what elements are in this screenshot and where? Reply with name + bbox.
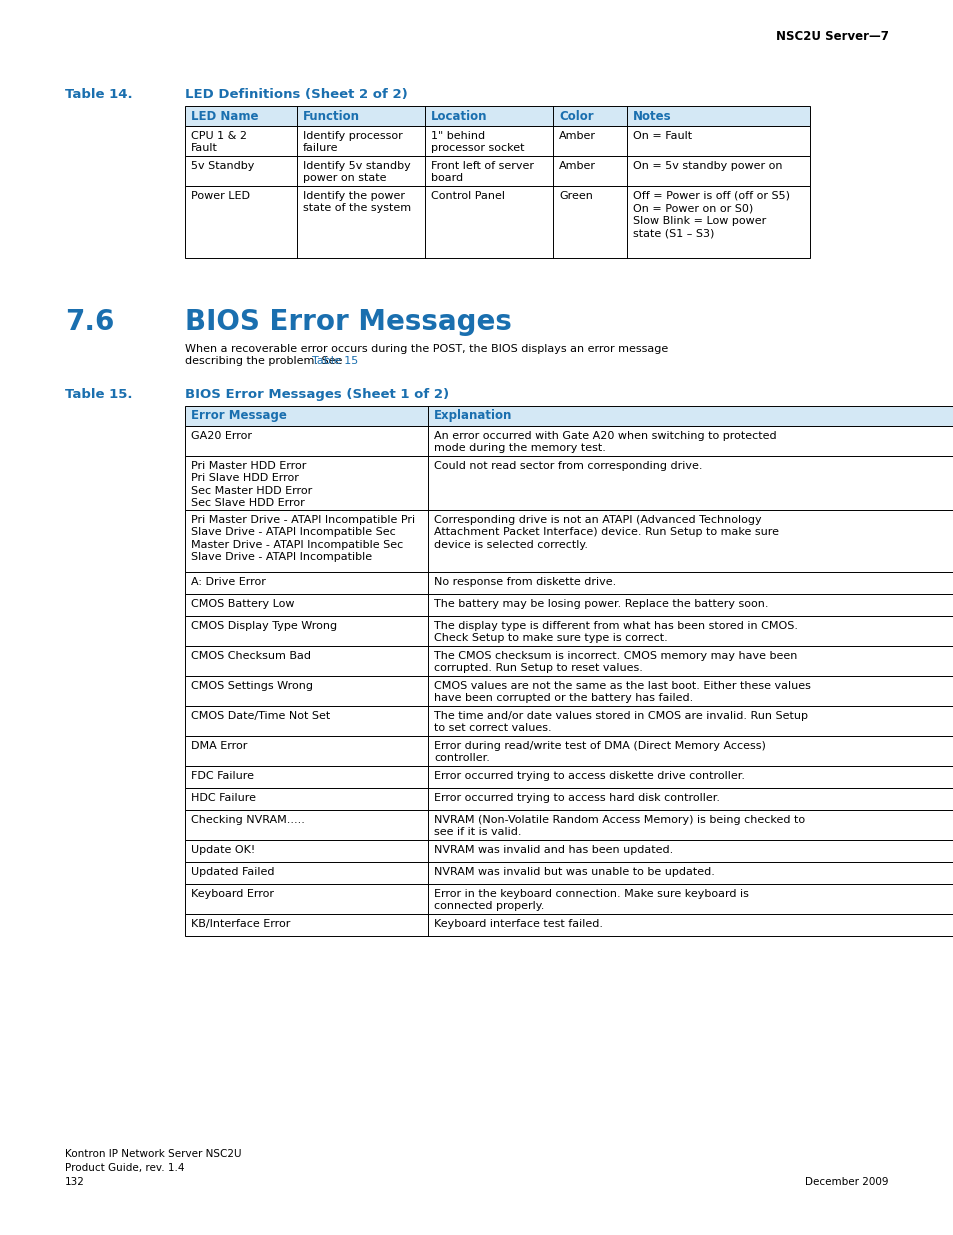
Text: KB/Interface Error: KB/Interface Error [191, 919, 290, 929]
Bar [185, 676, 953, 706]
Text: Error during read/write test of DMA (Direct Memory Access)
controller.: Error during read/write test of DMA (Dir… [434, 741, 765, 763]
Text: CMOS Display Type Wrong: CMOS Display Type Wrong [191, 621, 336, 631]
Text: Corresponding drive is not an ATAPI (Advanced Technology
Attachment Packet Inter: Corresponding drive is not an ATAPI (Adv… [434, 515, 779, 550]
Text: CMOS Settings Wrong: CMOS Settings Wrong [191, 680, 313, 692]
Bar [185, 810, 953, 840]
Text: Identify processor
failure: Identify processor failure [303, 131, 402, 153]
Bar [185, 646, 953, 676]
Text: Kontron IP Network Server NSC2U
Product Guide, rev. 1.4
132: Kontron IP Network Server NSC2U Product … [65, 1149, 241, 1187]
Bar [185, 426, 953, 456]
Text: Keyboard interface test failed.: Keyboard interface test failed. [434, 919, 602, 929]
Text: Identify 5v standby
power on state: Identify 5v standby power on state [303, 161, 411, 184]
Bar [185, 788, 953, 810]
Text: NVRAM (Non-Volatile Random Access Memory) is being checked to
see if it is valid: NVRAM (Non-Volatile Random Access Memory… [434, 815, 804, 837]
Text: Pri Master HDD Error
Pri Slave HDD Error
Sec Master HDD Error
Sec Slave HDD Erro: Pri Master HDD Error Pri Slave HDD Error… [191, 461, 312, 508]
Text: Power LED: Power LED [191, 191, 250, 201]
Text: The time and/or date values stored in CMOS are invalid. Run Setup
to set correct: The time and/or date values stored in CM… [434, 711, 807, 734]
Text: Front left of server
board: Front left of server board [431, 161, 534, 184]
Text: Green: Green [558, 191, 592, 201]
Text: Updated Failed: Updated Failed [191, 867, 274, 877]
Text: LED Name: LED Name [191, 110, 258, 122]
Text: December 2009: December 2009 [804, 1177, 888, 1187]
Text: Identify the power
state of the system: Identify the power state of the system [303, 191, 411, 214]
Text: Table 14.: Table 14. [65, 88, 132, 101]
Text: On = Fault: On = Fault [633, 131, 691, 141]
Text: Error in the keyboard connection. Make sure keyboard is
connected properly.: Error in the keyboard connection. Make s… [434, 889, 748, 911]
Bar [185, 914, 953, 936]
Text: The CMOS checksum is incorrect. CMOS memory may have been
corrupted. Run Setup t: The CMOS checksum is incorrect. CMOS mem… [434, 651, 797, 673]
Bar [185, 706, 953, 736]
Text: The display type is different from what has been stored in CMOS.
Check Setup to : The display type is different from what … [434, 621, 797, 643]
Text: Could not read sector from corresponding drive.: Could not read sector from corresponding… [434, 461, 701, 471]
Text: Error Message: Error Message [191, 410, 287, 422]
Text: LED Definitions (Sheet 2 of 2): LED Definitions (Sheet 2 of 2) [185, 88, 407, 101]
Bar [185, 456, 953, 510]
Bar [185, 572, 953, 594]
Text: Function: Function [303, 110, 359, 122]
Bar [185, 406, 953, 426]
Text: FDC Failure: FDC Failure [191, 771, 253, 781]
Text: Table 15: Table 15 [312, 356, 358, 366]
Bar [185, 766, 953, 788]
Text: Amber: Amber [558, 161, 596, 170]
Text: Explanation: Explanation [434, 410, 512, 422]
Text: Pri Master Drive - ATAPI Incompatible Pri
Slave Drive - ATAPI Incompatible Sec
M: Pri Master Drive - ATAPI Incompatible Pr… [191, 515, 415, 562]
Text: Table 15.: Table 15. [65, 388, 132, 401]
Text: BIOS Error Messages: BIOS Error Messages [185, 308, 512, 336]
Text: CPU 1 & 2
Fault: CPU 1 & 2 Fault [191, 131, 247, 153]
Bar [185, 106, 809, 126]
Bar [185, 840, 953, 862]
Text: Keyboard Error: Keyboard Error [191, 889, 274, 899]
Text: DMA Error: DMA Error [191, 741, 247, 751]
Text: CMOS values are not the same as the last boot. Either these values
have been cor: CMOS values are not the same as the last… [434, 680, 810, 704]
Text: Checking NVRAM.....: Checking NVRAM..... [191, 815, 305, 825]
Text: An error occurred with Gate A20 when switching to protected
mode during the memo: An error occurred with Gate A20 when swi… [434, 431, 776, 453]
Text: Update OK!: Update OK! [191, 845, 255, 855]
Text: 5v Standby: 5v Standby [191, 161, 254, 170]
Text: CMOS Checksum Bad: CMOS Checksum Bad [191, 651, 311, 661]
Text: Error occurred trying to access hard disk controller.: Error occurred trying to access hard dis… [434, 793, 720, 803]
Text: No response from diskette drive.: No response from diskette drive. [434, 577, 616, 587]
Text: Off = Power is off (off or S5)
On = Power on or S0)
Slow Blink = Low power
state: Off = Power is off (off or S5) On = Powe… [633, 191, 789, 238]
Text: The battery may be losing power. Replace the battery soon.: The battery may be losing power. Replace… [434, 599, 768, 609]
Text: When a recoverable error occurs during the POST, the BIOS displays an error mess: When a recoverable error occurs during t… [185, 345, 667, 354]
Text: HDC Failure: HDC Failure [191, 793, 255, 803]
Bar [185, 594, 953, 616]
Text: 7.6: 7.6 [65, 308, 114, 336]
Bar [185, 156, 809, 186]
Text: Error occurred trying to access diskette drive controller.: Error occurred trying to access diskette… [434, 771, 744, 781]
Text: 1" behind
processor socket: 1" behind processor socket [431, 131, 524, 153]
Text: A: Drive Error: A: Drive Error [191, 577, 266, 587]
Bar [185, 186, 809, 258]
Text: BIOS Error Messages (Sheet 1 of 2): BIOS Error Messages (Sheet 1 of 2) [185, 388, 449, 401]
Text: NVRAM was invalid but was unable to be updated.: NVRAM was invalid but was unable to be u… [434, 867, 714, 877]
Text: NSC2U Server—7: NSC2U Server—7 [776, 30, 888, 43]
Text: Location: Location [431, 110, 487, 122]
Bar [185, 884, 953, 914]
Bar [185, 616, 953, 646]
Bar [185, 510, 953, 572]
Bar [185, 126, 809, 156]
Text: On = 5v standby power on: On = 5v standby power on [633, 161, 781, 170]
Text: NVRAM was invalid and has been updated.: NVRAM was invalid and has been updated. [434, 845, 673, 855]
Bar [185, 736, 953, 766]
Text: GA20 Error: GA20 Error [191, 431, 252, 441]
Text: CMOS Date/Time Not Set: CMOS Date/Time Not Set [191, 711, 330, 721]
Text: Color: Color [558, 110, 593, 122]
Text: Amber: Amber [558, 131, 596, 141]
Text: CMOS Battery Low: CMOS Battery Low [191, 599, 294, 609]
Bar [185, 862, 953, 884]
Text: describing the problem. See: describing the problem. See [185, 356, 346, 366]
Text: Control Panel: Control Panel [431, 191, 504, 201]
Text: Notes: Notes [633, 110, 671, 122]
